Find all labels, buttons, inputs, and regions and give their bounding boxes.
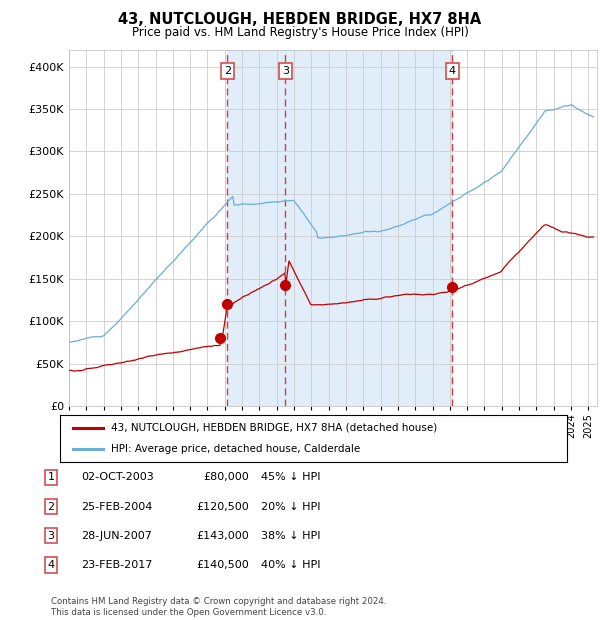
Text: 45% ↓ HPI: 45% ↓ HPI [261, 472, 320, 482]
Text: 40% ↓ HPI: 40% ↓ HPI [261, 560, 320, 570]
Text: 28-JUN-2007: 28-JUN-2007 [81, 531, 152, 541]
Text: 2: 2 [47, 502, 55, 512]
Text: 1: 1 [47, 472, 55, 482]
Text: 3: 3 [47, 531, 55, 541]
Text: 4: 4 [449, 66, 456, 76]
Text: £120,500: £120,500 [196, 502, 249, 512]
Text: 2: 2 [224, 66, 231, 76]
Text: 4: 4 [47, 560, 55, 570]
Text: 23-FEB-2017: 23-FEB-2017 [81, 560, 152, 570]
Text: 25-FEB-2004: 25-FEB-2004 [81, 502, 152, 512]
Text: £80,000: £80,000 [203, 472, 249, 482]
Text: 3: 3 [282, 66, 289, 76]
Text: 20% ↓ HPI: 20% ↓ HPI [261, 502, 320, 512]
Text: 43, NUTCLOUGH, HEBDEN BRIDGE, HX7 8HA: 43, NUTCLOUGH, HEBDEN BRIDGE, HX7 8HA [118, 12, 482, 27]
Text: £143,000: £143,000 [196, 531, 249, 541]
Text: 02-OCT-2003: 02-OCT-2003 [81, 472, 154, 482]
Bar [227, 50, 452, 406]
Text: 38% ↓ HPI: 38% ↓ HPI [261, 531, 320, 541]
Text: Price paid vs. HM Land Registry's House Price Index (HPI): Price paid vs. HM Land Registry's House … [131, 26, 469, 39]
Text: Contains HM Land Registry data © Crown copyright and database right 2024.
This d: Contains HM Land Registry data © Crown c… [51, 598, 386, 617]
Text: 43, NUTCLOUGH, HEBDEN BRIDGE, HX7 8HA (detached house): 43, NUTCLOUGH, HEBDEN BRIDGE, HX7 8HA (d… [111, 423, 437, 433]
Text: HPI: Average price, detached house, Calderdale: HPI: Average price, detached house, Cald… [111, 445, 360, 454]
Text: £140,500: £140,500 [196, 560, 249, 570]
